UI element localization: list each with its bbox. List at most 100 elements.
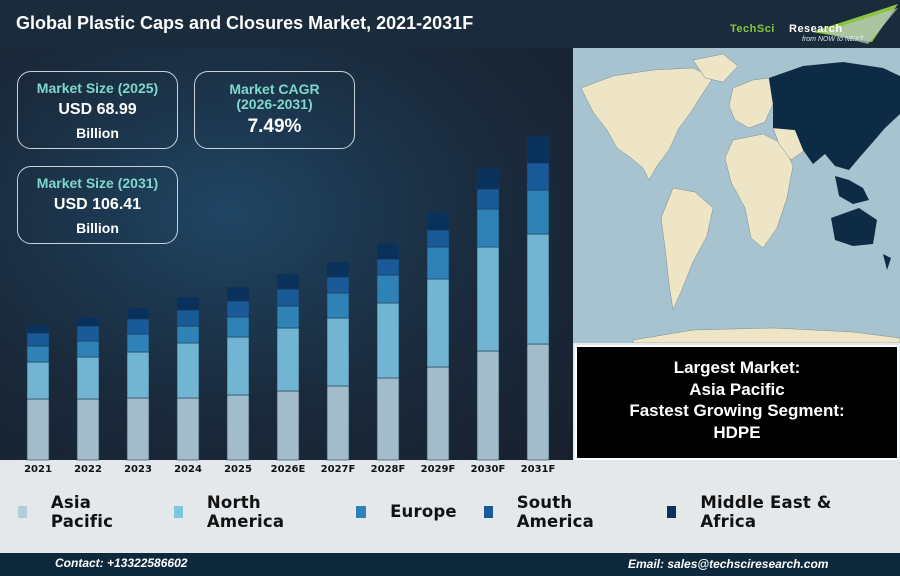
bar-segment-middle-east-africa: [76, 316, 100, 327]
bar-2025: [226, 286, 250, 461]
bar-2029F: [426, 211, 450, 461]
bar-2026E: [276, 273, 300, 461]
fastest-segment-value: HDPE: [713, 422, 761, 442]
bar-2021: [26, 324, 50, 461]
fastest-segment-label: Fastest Growing Segment:: [629, 401, 845, 420]
bar-segment-asia-pacific: [526, 343, 550, 461]
logo-tagline: from NOW to NEXT: [802, 36, 864, 43]
bar-2030F: [476, 167, 500, 461]
bar-segment-north-america: [276, 327, 300, 392]
bar-segment-asia-pacific: [476, 350, 500, 461]
legend-swatch: [356, 505, 367, 518]
bar-segment-north-america: [426, 278, 450, 368]
market-size-2025-card: Market Size (2025) USD 68.99 Billion: [17, 71, 178, 149]
legend-swatch: [667, 505, 677, 518]
legend-item-middle-east-africa: Middle East & Africa: [667, 493, 873, 531]
bar-segment-south-america: [476, 188, 500, 210]
bar-segment-south-america: [226, 300, 250, 318]
contact-phone: Contact: +13322586602: [55, 556, 188, 570]
x-axis-band: [0, 460, 573, 476]
bar-segment-north-america: [526, 233, 550, 345]
legend-label: North America: [206, 492, 285, 531]
logo-text-techsci: TechSci: [730, 23, 775, 35]
bar-segment-south-america: [76, 325, 100, 342]
x-tick-label: 2031F: [521, 464, 556, 475]
bar-segment-middle-east-africa: [426, 211, 450, 231]
stacked-bar-chart: 2021 2022 2023 2024 2025 2026E 2027F 2028F 2029F…: [24, 135, 556, 475]
bar-segment-asia-pacific: [126, 397, 150, 461]
bar-segment-north-america: [26, 361, 50, 400]
x-tick-label: 2022: [74, 464, 102, 475]
stat-value: USD 68.99: [58, 101, 137, 118]
legend-swatch: [18, 505, 27, 518]
bar-segment-middle-east-africa: [26, 324, 50, 334]
bar-segment-europe: [126, 333, 150, 353]
footer: Contact: +13322586602 Email: sales@techs…: [0, 553, 900, 576]
x-tick-label: 2028F: [371, 464, 406, 475]
bar-segment-middle-east-africa: [376, 242, 400, 260]
bar-segment-asia-pacific: [176, 397, 200, 461]
bar-segment-middle-east-africa: [326, 261, 350, 278]
bar-segment-middle-east-africa: [476, 167, 500, 190]
market-size-2031-card: Market Size (2031) USD 106.41 Billion: [17, 166, 178, 244]
bar-segment-europe: [176, 325, 200, 344]
bar-segment-asia-pacific: [26, 398, 50, 461]
bar-segment-middle-east-africa: [226, 286, 250, 302]
header: Global Plastic Caps and Closures Market,…: [0, 0, 900, 48]
legend-label: Asia Pacific: [50, 492, 114, 531]
logo-text-research: Research: [789, 23, 843, 35]
bar-segment-middle-east-africa: [276, 273, 300, 290]
bar-segment-europe: [376, 274, 400, 304]
bar-segment-europe: [76, 340, 100, 358]
bar-segment-asia-pacific: [76, 398, 100, 461]
bar-segment-south-america: [426, 229, 450, 248]
x-tick-label: 2023: [124, 464, 152, 475]
bar-segment-asia-pacific: [326, 385, 350, 461]
bar-segment-europe: [26, 345, 50, 363]
legend-label: Middle East & Africa: [700, 492, 832, 531]
chart-legend: Asia Pacific North America Europe South …: [0, 476, 900, 553]
x-tick-label: 2025: [224, 464, 252, 475]
bar-segment-asia-pacific: [376, 377, 400, 461]
stat-unit: Billion: [76, 220, 119, 236]
legend-item-south-america: South America: [483, 492, 641, 531]
legend-item-asia-pacific: Asia Pacific: [18, 493, 147, 531]
largest-market-value: Asia Pacific: [689, 379, 785, 399]
largest-market-label: Largest Market:: [673, 358, 801, 377]
legend-swatch: [174, 505, 183, 518]
bar-segment-middle-east-africa: [526, 135, 550, 164]
stat-unit: Billion: [76, 125, 119, 141]
x-tick-label: 2021: [24, 464, 52, 475]
bar-segment-asia-pacific: [426, 366, 450, 461]
stat-heading-period: (2026-2031): [236, 96, 313, 112]
stat-value: 7.49%: [247, 116, 302, 137]
bar-segment-south-america: [376, 258, 400, 276]
legend-swatch: [483, 505, 493, 518]
stat-heading: Market Size (2031): [36, 175, 159, 191]
bar-segment-europe: [426, 246, 450, 280]
bar-segment-south-america: [276, 288, 300, 307]
bar-segment-south-america: [326, 276, 350, 294]
bar-2023: [126, 307, 150, 461]
logo-swoosh-icon: [812, 4, 898, 44]
bar-2024: [176, 296, 200, 461]
legend-label: South America: [516, 492, 594, 531]
bar-segment-north-america: [226, 336, 250, 396]
stat-heading: Market CAGR: [229, 81, 320, 97]
bar-segment-north-america: [476, 246, 500, 352]
bar-segment-north-america: [376, 302, 400, 379]
bar-segment-south-america: [176, 309, 200, 327]
contact-email[interactable]: Email: sales@techsciresearch.com: [628, 557, 829, 571]
x-tick-label: 2030F: [471, 464, 506, 475]
stat-value: USD 106.41: [53, 196, 142, 213]
bar-segment-north-america: [176, 342, 200, 399]
bar-2022: [76, 316, 100, 461]
x-tick-label: 2027F: [321, 464, 356, 475]
bar-segment-north-america: [76, 356, 100, 400]
bar-segment-europe: [226, 316, 250, 338]
bar-segment-south-america: [26, 332, 50, 347]
asia-pacific-region: [769, 62, 900, 170]
x-tick-label: 2029F: [421, 464, 456, 475]
stat-heading: Market Size (2025): [36, 80, 159, 96]
bar-segment-north-america: [126, 351, 150, 399]
